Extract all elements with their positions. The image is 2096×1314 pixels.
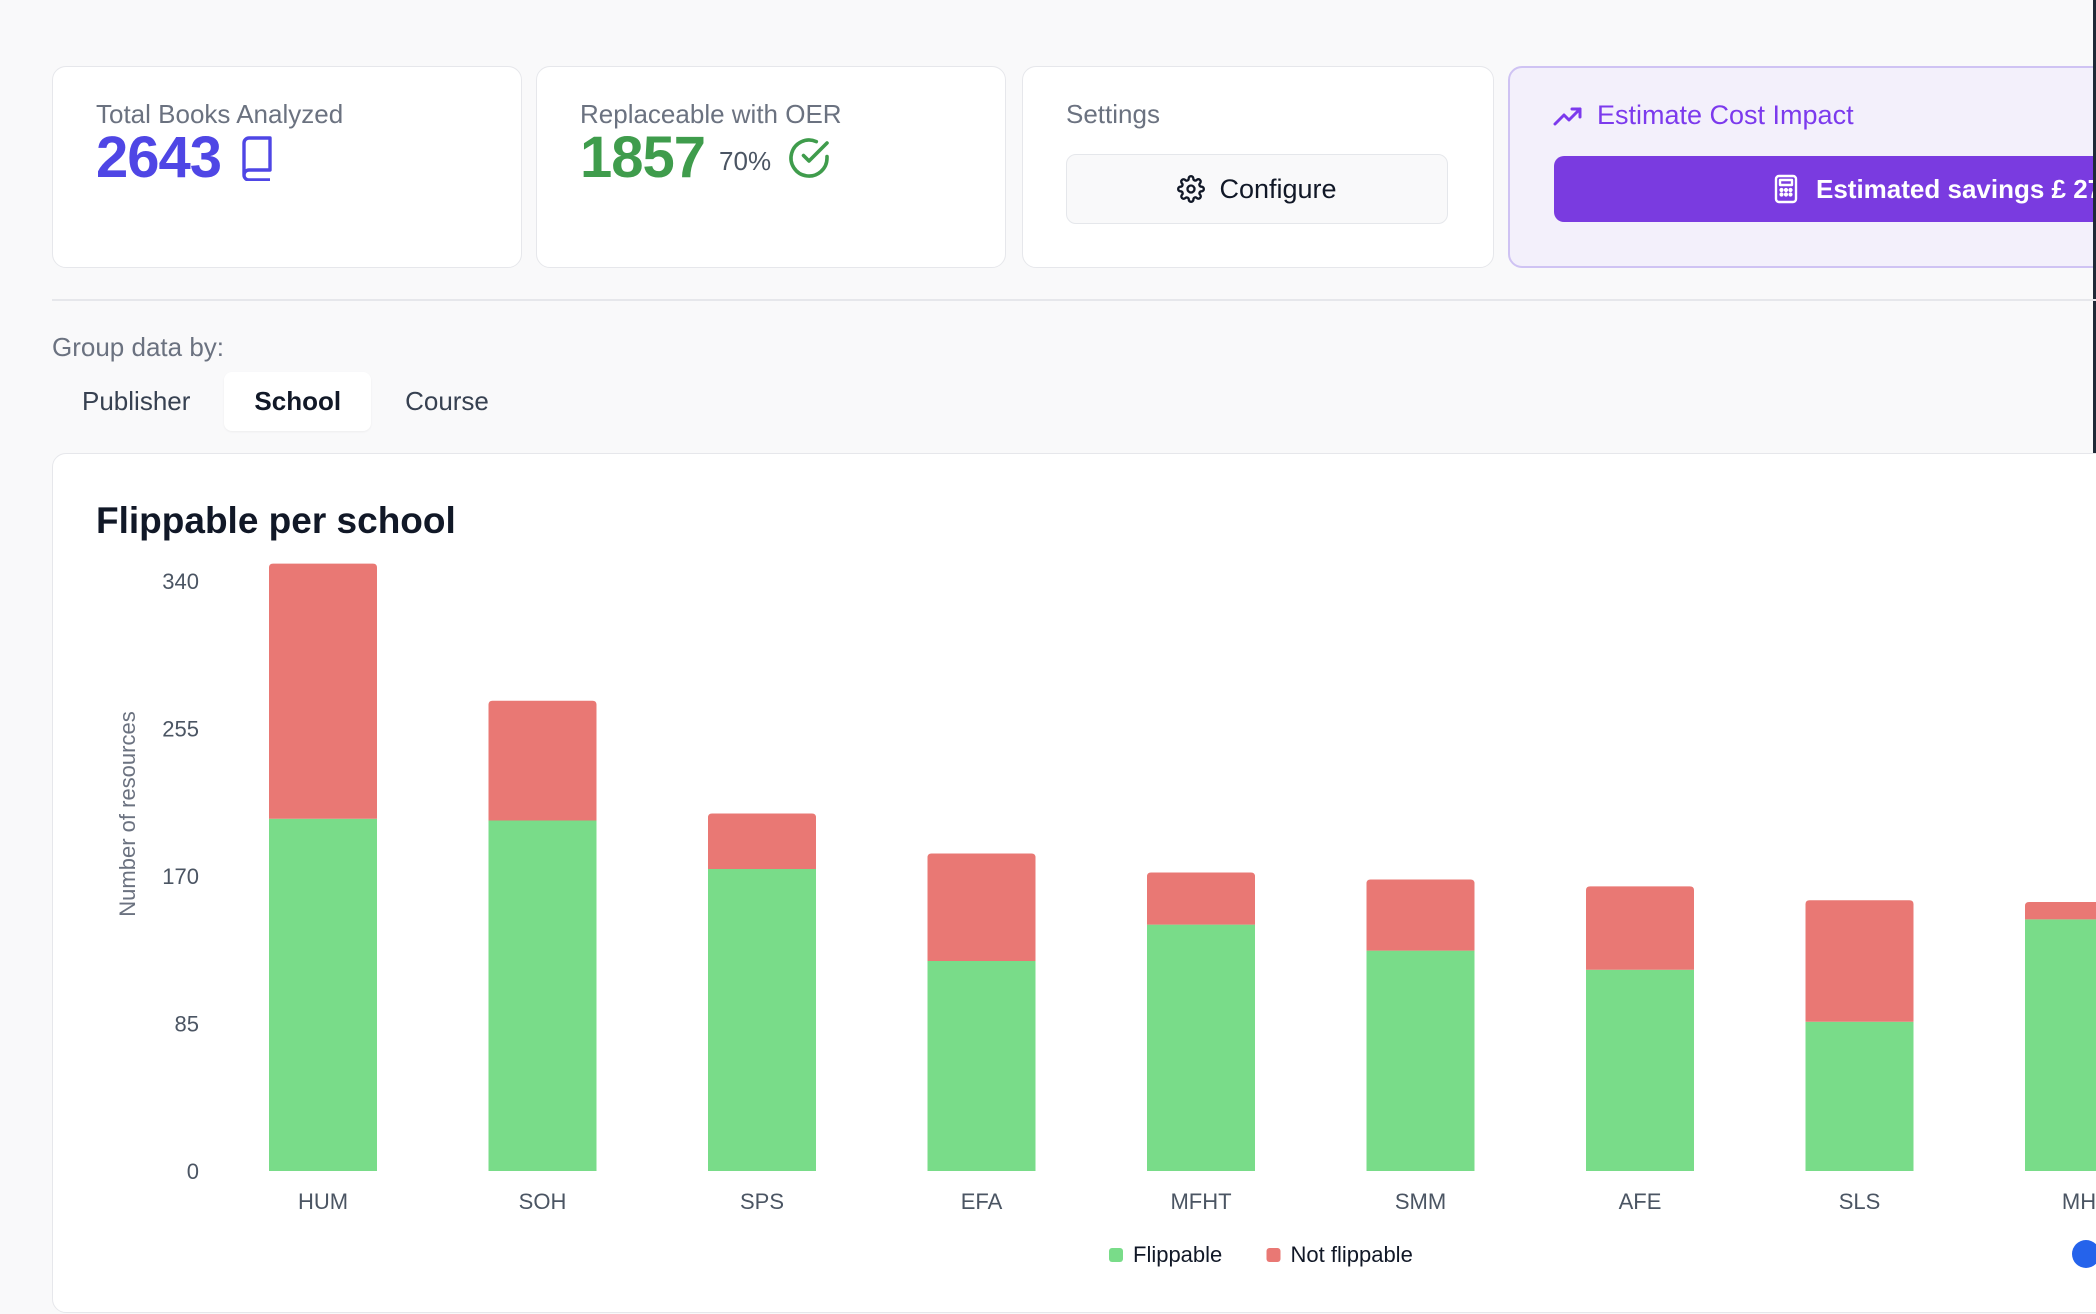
x-tick-label: SLS [1839, 1189, 1881, 1214]
gear-icon [1177, 175, 1206, 203]
group-by-tabs: Publisher School Course [52, 372, 519, 431]
tab-publisher[interactable]: Publisher [82, 386, 191, 416]
tab-school[interactable]: School [224, 372, 372, 431]
stacked-bar-chart: Number of resources 0 85 170 255 340 HUM SOH SPS… [115, 563, 2096, 1267]
y-tick-label: 85 [175, 1012, 199, 1037]
estimated-savings-label: Estimated savings £ 27 [1816, 173, 2096, 204]
replaceable-value: 1857 [580, 125, 706, 190]
y-tick-label: 170 [162, 864, 199, 889]
x-tick-label: HUM [298, 1189, 348, 1214]
replaceable-label: Replaceable with OER [580, 99, 842, 129]
bar-not-flippable [1805, 900, 1914, 1022]
y-tick-label: 0 [187, 1159, 199, 1184]
group-by-label: Group data by: [52, 332, 224, 362]
total-books-value: 2643 [96, 125, 222, 190]
legend-swatch [1266, 1248, 1281, 1262]
configure-button-label: Configure [1219, 173, 1337, 204]
bar-flippable [2025, 919, 2096, 1171]
section-divider [52, 299, 2096, 301]
book-icon [239, 135, 275, 181]
cost-impact-title: Estimate Cost Impact [1597, 100, 1854, 130]
y-tick-label: 340 [162, 569, 199, 594]
estimated-savings-button-face[interactable]: Estimated savings £ 27 [1554, 156, 2096, 222]
legend-swatch [1109, 1248, 1123, 1262]
x-tick-label: MFHT [1170, 1189, 1231, 1214]
chart-title: Flippable per school [96, 500, 456, 541]
bar-not-flippable [488, 700, 597, 821]
legend-label: Not flippable [1291, 1242, 1413, 1267]
bar-flippable [1586, 969, 1694, 1171]
replaceable-percent: 70% [719, 145, 772, 176]
configure-button[interactable]: Configure [1066, 154, 1448, 224]
x-tick-label: EFA [961, 1189, 1003, 1214]
bar-not-flippable [927, 853, 1036, 962]
bar-not-flippable [1586, 886, 1694, 970]
bar-not-flippable [2025, 902, 2096, 920]
bar-not-flippable [269, 563, 377, 819]
legend-label: Flippable [1133, 1242, 1222, 1267]
bar-not-flippable [1147, 872, 1255, 925]
total-books-card: Total Books Analyzed 2643 [52, 66, 522, 268]
bar-not-flippable [708, 813, 816, 870]
chart-card: Flippable per school Number of resources… [52, 453, 2096, 1313]
bar-flippable [708, 869, 816, 1171]
bar-flippable [1147, 924, 1255, 1171]
bar-flippable [927, 961, 1036, 1171]
settings-label: Settings [1066, 99, 1160, 129]
x-tick-label: MH [2062, 1189, 2096, 1214]
settings-card: Settings Configure [1022, 66, 1494, 268]
x-tick-label: AFE [1619, 1189, 1662, 1214]
bar-not-flippable [1366, 879, 1475, 951]
bar-flippable [269, 818, 377, 1171]
trending-up-icon [1553, 105, 1583, 127]
y-tick-label: 255 [162, 717, 199, 742]
calculator-icon [1774, 174, 1798, 204]
tab-course[interactable]: Course [405, 386, 489, 416]
x-tick-label: SPS [740, 1189, 784, 1214]
bar-flippable [1366, 950, 1475, 1171]
x-tick-label: SMM [1395, 1189, 1446, 1214]
help-widget-icon[interactable] [2072, 1240, 2096, 1268]
bar-flippable [488, 820, 597, 1171]
replaceable-card: Replaceable with OER 1857 70% [536, 66, 1006, 268]
y-axis-label: Number of resources [115, 711, 140, 916]
bar-flippable [1805, 1021, 1914, 1171]
check-circle-icon [787, 136, 831, 180]
x-tick-label: SOH [519, 1189, 567, 1214]
total-books-label: Total Books Analyzed [96, 99, 344, 129]
